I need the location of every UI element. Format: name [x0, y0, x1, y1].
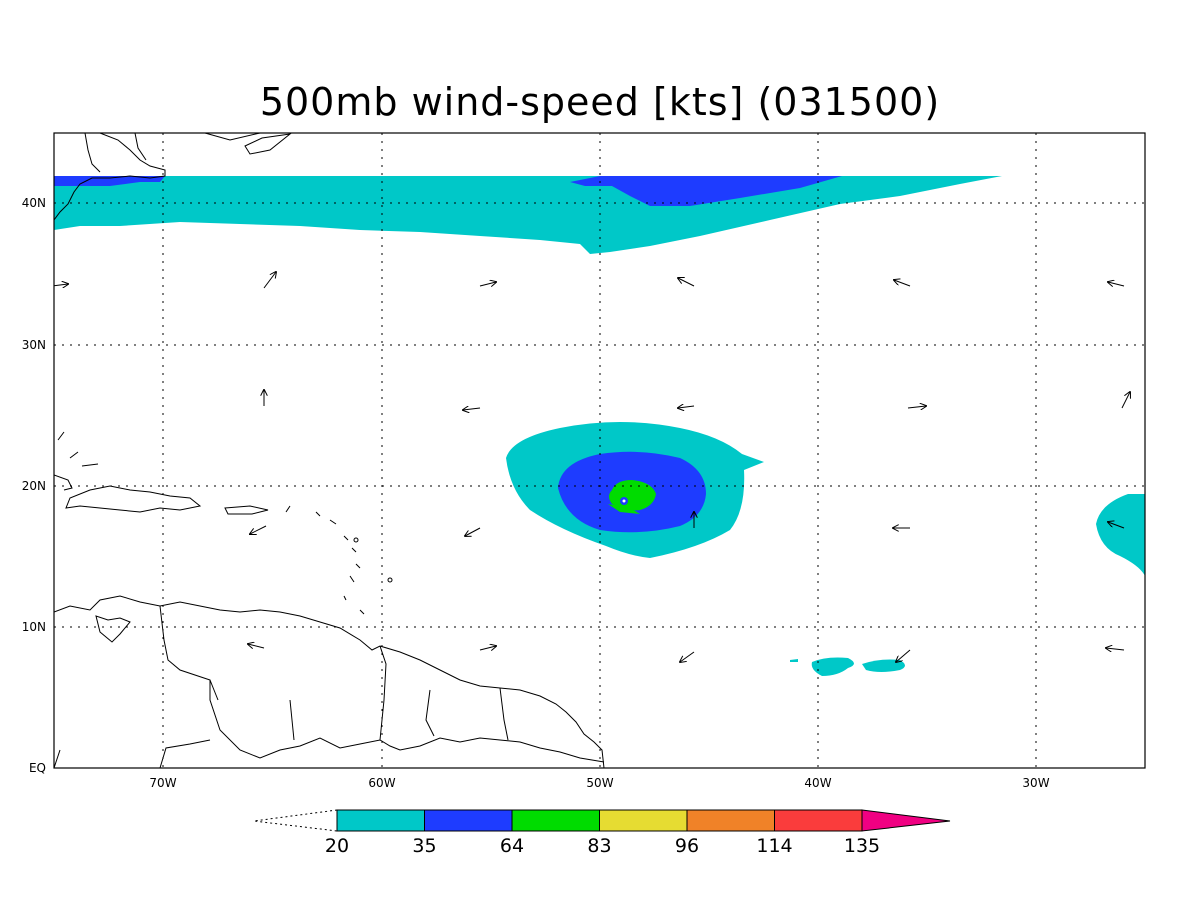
lon-label-40w: 40W: [804, 776, 831, 790]
jet-blue-pocket: [570, 176, 842, 206]
lat-label-20n: 20N: [22, 479, 46, 493]
colorbar: 20 35 64 83 96 114 135: [253, 809, 951, 857]
colorbar-segment-35-64: [424, 809, 513, 832]
jet-cyan-band: [54, 176, 1002, 254]
lon-label-50w: 50W: [586, 776, 613, 790]
lat-label-30n: 30N: [22, 338, 46, 352]
plot-frame: [53, 132, 1146, 769]
lat-label-10n: 10N: [22, 620, 46, 634]
colorbar-segment-20-35: [336, 809, 425, 832]
map-title: 500mb wind-speed [kts] (031500): [259, 80, 941, 124]
colorbar-segment-114-135: [774, 809, 863, 832]
storm-green-tail: [608, 504, 640, 514]
lon-label-30w: 30W: [1022, 776, 1049, 790]
colorbar-segment-96-114: [686, 809, 775, 832]
colorbar-label-64: 64: [500, 835, 524, 857]
south-cyan-spot-1: [811, 657, 854, 676]
colorbar-label-96: 96: [675, 835, 699, 857]
east-cyan-patch: [1096, 494, 1145, 576]
colorbar-label-35: 35: [412, 835, 436, 857]
lon-label-70w: 70W: [149, 776, 176, 790]
south-cyan-spot-2: [862, 659, 905, 672]
colorbar-label-135: 135: [844, 835, 880, 857]
lat-axis-labels: EQ 10N 20N 30N 40N: [22, 196, 46, 775]
lon-axis-labels: 70W 60W 50W 40W 30W: [149, 776, 1049, 790]
wind-speed-shading: [54, 176, 1145, 676]
lon-label-60w: 60W: [368, 776, 395, 790]
coastlines: [54, 133, 605, 768]
colorbar-segment-83-96: [599, 809, 688, 832]
grid-lines: [54, 133, 1145, 768]
colorbar-label-83: 83: [587, 835, 611, 857]
colorbar-segment-64-83: [511, 809, 600, 832]
colorbar-label-20: 20: [325, 835, 349, 857]
lat-label-eq: EQ: [29, 761, 46, 775]
lat-label-40n: 40N: [22, 196, 46, 210]
colorbar-label-114: 114: [756, 835, 792, 857]
wind-vectors: [54, 272, 1130, 662]
colorbar-low-triangle: [253, 809, 338, 832]
colorbar-high-triangle: [861, 809, 951, 832]
